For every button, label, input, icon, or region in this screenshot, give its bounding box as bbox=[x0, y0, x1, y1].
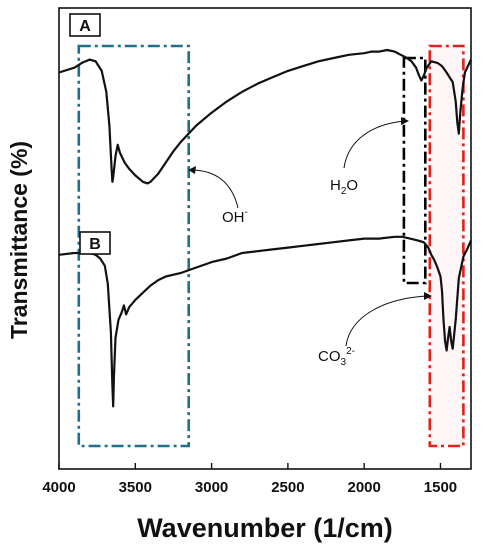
co3-arrow bbox=[345, 295, 429, 347]
x-tick-label: 2500 bbox=[271, 479, 304, 496]
series-layer bbox=[58, 48, 473, 408]
panel-label-a-text: A bbox=[79, 18, 91, 35]
y-axis-title: Transmittance (%) bbox=[6, 141, 32, 339]
panel-label-b-text: B bbox=[89, 236, 101, 253]
oh-arrow bbox=[190, 169, 239, 209]
annotation-oh: OH- bbox=[222, 207, 248, 226]
oh-arrowhead bbox=[188, 166, 196, 174]
highlight-regions bbox=[77, 44, 465, 448]
x-tick-label: 3500 bbox=[119, 479, 152, 496]
x-tick-label: 3000 bbox=[195, 479, 228, 496]
series-line-a bbox=[58, 48, 472, 185]
x-tick-label: 2000 bbox=[347, 479, 380, 496]
annotation-co3: CO32- bbox=[318, 346, 355, 368]
h2o-arrow bbox=[343, 120, 406, 169]
x-tick-label: 4000 bbox=[42, 479, 75, 496]
annotation-h2o: H2O bbox=[330, 177, 358, 197]
plot-frame bbox=[58, 7, 472, 470]
h2o-arrowhead bbox=[401, 117, 409, 125]
annotation-arrows bbox=[188, 117, 432, 347]
x-tick-label: 1500 bbox=[424, 479, 457, 496]
panel-label-b: B bbox=[79, 231, 111, 255]
panel-label-a: A bbox=[69, 13, 101, 37]
x-axis-ticks: 4000 3500 3000 2500 2000 1500 bbox=[42, 463, 457, 496]
x-axis-title: Wavenumber (1/cm) bbox=[137, 513, 393, 543]
co3-arrowhead bbox=[424, 292, 432, 300]
highlight-region-1 bbox=[77, 44, 191, 448]
highlight-region-2 bbox=[402, 56, 427, 285]
highlight-region-3 bbox=[428, 44, 465, 448]
series-line-b bbox=[58, 235, 473, 408]
